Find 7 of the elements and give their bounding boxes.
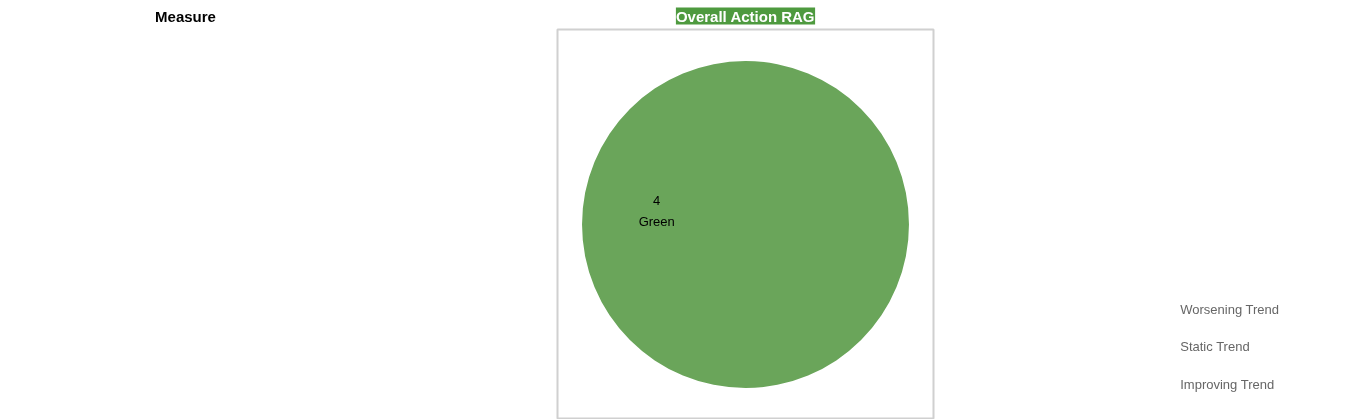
text: Measure	[155, 7, 216, 25]
data-label: 4	[653, 193, 661, 209]
text: Worsening Trend	[1180, 302, 1280, 318]
chart-title: Overall Action RAG	[675, 7, 815, 25]
slice-label: Green	[638, 214, 675, 230]
text: Static Trend	[1180, 339, 1250, 355]
text: Improving Trend	[1180, 376, 1275, 392]
